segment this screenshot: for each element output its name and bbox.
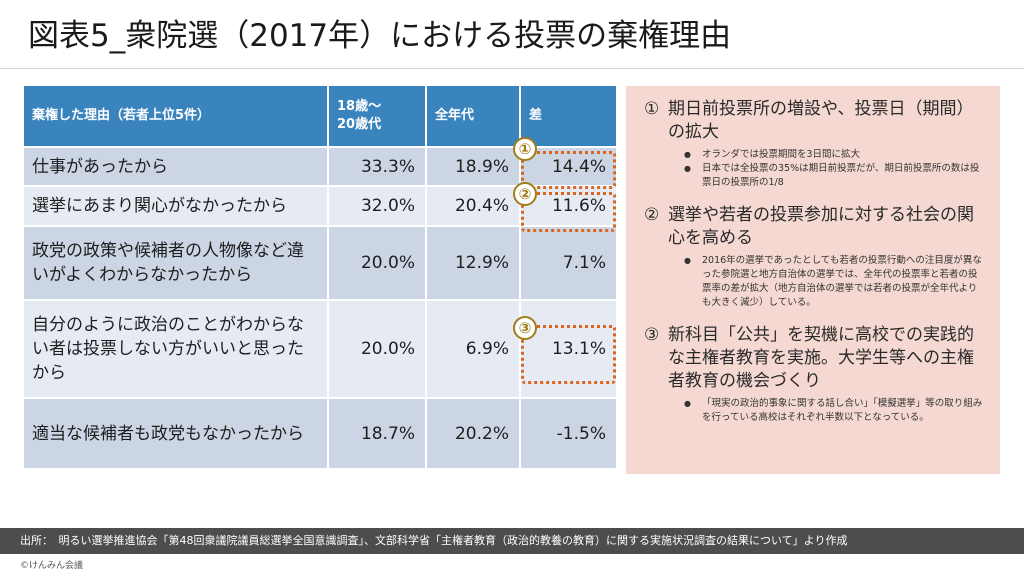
marker-3-icon: ③ — [513, 316, 537, 340]
reason-cell: 政党の政策や候補者の人物像など違いがよくわからなかったから — [24, 226, 328, 300]
reason-cell: 選挙にあまり関心がなかったから — [24, 186, 328, 226]
bullet-item: オランダでは投票期間を3日間に拡大 — [682, 148, 986, 162]
marker-2-icon: ② — [513, 182, 537, 206]
all-cell: 6.9% — [426, 300, 520, 398]
copyright: ©けんみん会議 — [20, 558, 83, 571]
table-row: 政党の政策や候補者の人物像など違いがよくわからなかったから 20.0% 12.9… — [24, 226, 616, 300]
point-text: 選挙や若者の投票参加に対する社会の関心を高める — [668, 204, 986, 250]
header-all: 全年代 — [426, 86, 520, 147]
measure-point-3: ③ 新科目「公共」を契機に高校での実践的な主権者教育を実施。大学生等への主権者教… — [644, 324, 986, 425]
reason-cell: 適当な候補者も政党もなかったから — [24, 398, 328, 468]
diff-cell: -1.5% — [520, 398, 616, 468]
header-diff: 差 — [520, 86, 616, 147]
measures-panel: ① 期日前投票所の増設や、投票日（期間）の拡大 オランダでは投票期間を3日間に拡… — [626, 86, 1000, 474]
all-cell: 18.9% — [426, 147, 520, 186]
point-bullets: オランダでは投票期間を3日間に拡大 日本では全投票の35%は期日前投票だが、期日… — [682, 148, 986, 190]
all-cell: 20.4% — [426, 186, 520, 226]
point-bullets: 「現実の政治的事象に関する話し合い」「模擬選挙」等の取り組みを行っている高校はそ… — [682, 397, 986, 425]
young-cell: 20.0% — [328, 300, 426, 398]
bullet-item: 「現実の政治的事象に関する話し合い」「模擬選挙」等の取り組みを行っている高校はそ… — [682, 397, 986, 425]
point-number: ① — [644, 98, 668, 144]
all-cell: 12.9% — [426, 226, 520, 300]
highlight-box-1 — [521, 151, 616, 189]
point-number: ③ — [644, 324, 668, 393]
young-cell: 18.7% — [328, 398, 426, 468]
source-footer: 出所： 明るい選挙推進協会「第48回衆議院議員総選挙全国意識調査」、文部科学省「… — [0, 528, 1024, 554]
bullet-item: 日本では全投票の35%は期日前投票だが、期日前投票所の数は投票日の投票所の1/8 — [682, 162, 986, 190]
point-bullets: 2016年の選挙であったとしても若者の投票行動への注目度が異なった参院選と地方自… — [682, 254, 986, 310]
header-reason: 棄権した理由（若者上位5件） — [24, 86, 328, 147]
diff-cell: 7.1% — [520, 226, 616, 300]
point-text: 新科目「公共」を契機に高校での実践的な主権者教育を実施。大学生等への主権者教育の… — [668, 324, 986, 393]
measure-point-1: ① 期日前投票所の増設や、投票日（期間）の拡大 オランダでは投票期間を3日間に拡… — [644, 98, 986, 190]
title-divider — [0, 68, 1024, 69]
header-young: 18歳～ 20歳代 — [328, 86, 426, 147]
measure-point-2: ② 選挙や若者の投票参加に対する社会の関心を高める 2016年の選挙であったとし… — [644, 204, 986, 310]
young-cell: 32.0% — [328, 186, 426, 226]
page-title: 図表5_衆院選（2017年）における投票の棄権理由 — [28, 12, 1008, 60]
young-cell: 33.3% — [328, 147, 426, 186]
young-cell: 20.0% — [328, 226, 426, 300]
bullet-item: 2016年の選挙であったとしても若者の投票行動への注目度が異なった参院選と地方自… — [682, 254, 986, 310]
reason-cell: 仕事があったから — [24, 147, 328, 186]
reason-cell: 自分のように政治のことがわからない者は投票しない方がいいと思ったから — [24, 300, 328, 398]
all-cell: 20.2% — [426, 398, 520, 468]
point-number: ② — [644, 204, 668, 250]
point-text: 期日前投票所の増設や、投票日（期間）の拡大 — [668, 98, 986, 144]
table-row: 適当な候補者も政党もなかったから 18.7% 20.2% -1.5% — [24, 398, 616, 468]
marker-1-icon: ① — [513, 137, 537, 161]
